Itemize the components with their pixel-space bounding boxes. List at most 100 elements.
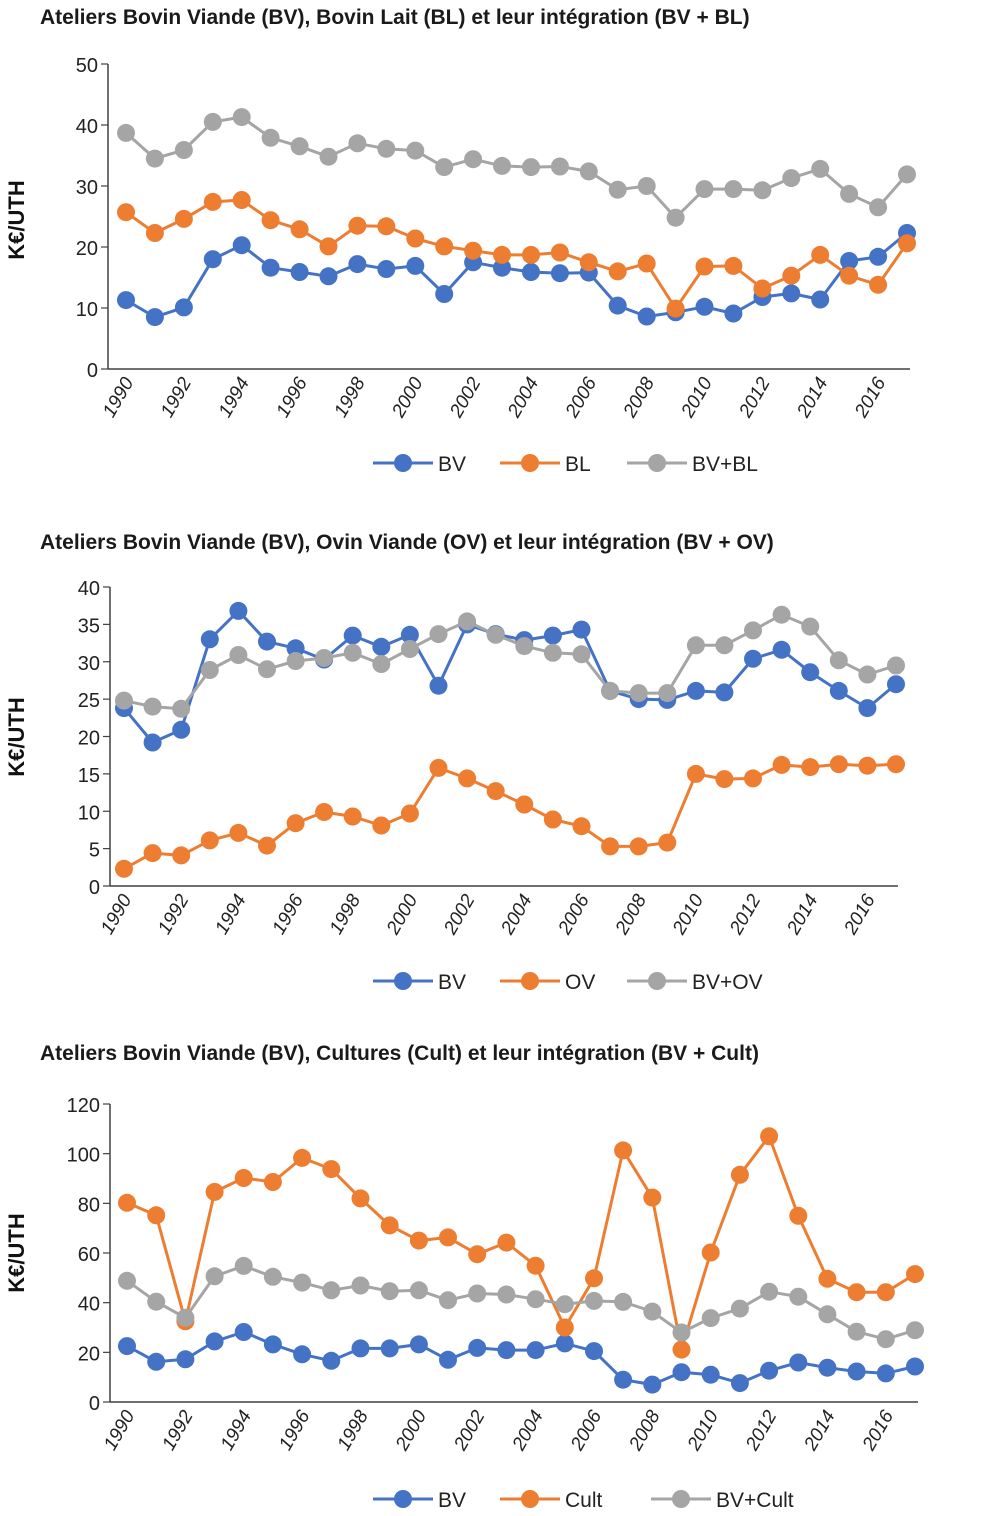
data-point xyxy=(608,180,627,199)
data-point xyxy=(629,684,648,703)
data-point xyxy=(229,646,248,664)
chart-title: Ateliers Bovin Viande (BV), Bovin Lait (… xyxy=(40,6,750,29)
data-point xyxy=(666,208,685,227)
data-point xyxy=(263,1173,282,1191)
y-axis-label: K€/UTH xyxy=(4,180,29,259)
data-point xyxy=(409,1335,428,1354)
data-point xyxy=(672,1323,691,1342)
data-point xyxy=(643,1188,662,1207)
data-point xyxy=(811,159,830,178)
data-point xyxy=(869,275,888,294)
data-point xyxy=(672,1340,691,1359)
data-point xyxy=(290,137,309,156)
y-tick-label: 5 xyxy=(89,840,100,862)
data-point xyxy=(174,298,193,317)
data-point xyxy=(348,216,367,235)
data-point xyxy=(818,1358,837,1377)
data-point xyxy=(486,625,505,644)
data-point xyxy=(200,661,219,679)
data-point xyxy=(486,782,505,801)
data-point xyxy=(811,245,830,264)
data-point xyxy=(203,250,222,269)
data-point xyxy=(550,157,569,176)
data-point xyxy=(715,683,734,702)
data-point xyxy=(715,636,734,655)
x-tick-label: 1998 xyxy=(333,1407,373,1454)
data-point xyxy=(176,1350,195,1369)
legend-marker xyxy=(521,454,539,472)
data-point xyxy=(234,1323,253,1341)
data-point xyxy=(319,147,338,166)
data-point xyxy=(143,733,162,752)
data-point xyxy=(760,1127,779,1146)
data-point xyxy=(522,245,540,264)
legend-label: BV+BL xyxy=(692,453,758,476)
legend-label: BV xyxy=(438,1489,466,1512)
data-point xyxy=(614,1292,633,1311)
y-tick-label: 0 xyxy=(89,1393,100,1415)
y-tick-label: 40 xyxy=(78,578,100,600)
data-point xyxy=(522,158,540,177)
data-point xyxy=(380,1216,399,1235)
x-tick-label: 1994 xyxy=(217,1407,256,1454)
data-point xyxy=(614,1141,633,1160)
data-point xyxy=(701,1243,720,1262)
data-point xyxy=(343,643,362,662)
y-axis-label: K€/UTH xyxy=(4,1213,29,1292)
data-point xyxy=(801,663,820,682)
data-point xyxy=(174,141,193,159)
data-point xyxy=(464,241,483,260)
data-point xyxy=(686,764,705,783)
data-point xyxy=(286,639,305,658)
data-point xyxy=(234,1256,253,1275)
series-line-bv-plus-cult xyxy=(126,1264,916,1341)
y-tick-label: 20 xyxy=(76,238,98,260)
data-point xyxy=(293,1345,312,1364)
data-point xyxy=(439,1291,457,1310)
data-point xyxy=(585,1291,603,1310)
data-point xyxy=(429,676,448,695)
x-tick-label: 2008 xyxy=(625,1407,665,1455)
data-point xyxy=(348,134,367,153)
data-point xyxy=(493,245,511,264)
x-tick-label: 1992 xyxy=(158,1407,198,1454)
data-point xyxy=(205,1267,224,1286)
data-point xyxy=(658,833,677,852)
data-point xyxy=(789,1353,808,1372)
data-point xyxy=(906,1357,924,1376)
data-point xyxy=(400,640,419,658)
data-point xyxy=(608,262,627,281)
data-point xyxy=(585,1269,603,1288)
data-point xyxy=(869,198,888,217)
y-tick-label: 60 xyxy=(78,1244,100,1266)
data-point xyxy=(898,234,916,253)
y-tick-label: 120 xyxy=(67,1095,100,1117)
data-point xyxy=(319,237,338,256)
data-point xyxy=(789,1287,808,1306)
legend-label: BV xyxy=(438,453,466,476)
data-point xyxy=(232,236,251,255)
data-point xyxy=(435,158,454,177)
x-tick-label: 1996 xyxy=(275,1407,315,1454)
data-point xyxy=(601,681,620,700)
data-point xyxy=(115,859,133,878)
data-point xyxy=(174,209,193,228)
legend-marker xyxy=(648,454,666,472)
data-point xyxy=(818,1269,837,1288)
y-tick-label: 20 xyxy=(78,1343,100,1365)
data-point xyxy=(377,139,396,158)
data-point xyxy=(526,1341,545,1360)
data-point xyxy=(858,665,877,684)
data-point xyxy=(319,267,338,286)
data-point xyxy=(229,823,248,842)
data-point xyxy=(497,1233,516,1252)
data-point xyxy=(439,1350,457,1369)
data-point xyxy=(572,645,591,664)
legend-label: BL xyxy=(565,453,591,476)
data-point xyxy=(887,675,905,694)
data-point xyxy=(666,299,685,318)
data-point xyxy=(117,203,135,222)
data-point xyxy=(782,266,801,285)
data-point xyxy=(550,243,569,262)
